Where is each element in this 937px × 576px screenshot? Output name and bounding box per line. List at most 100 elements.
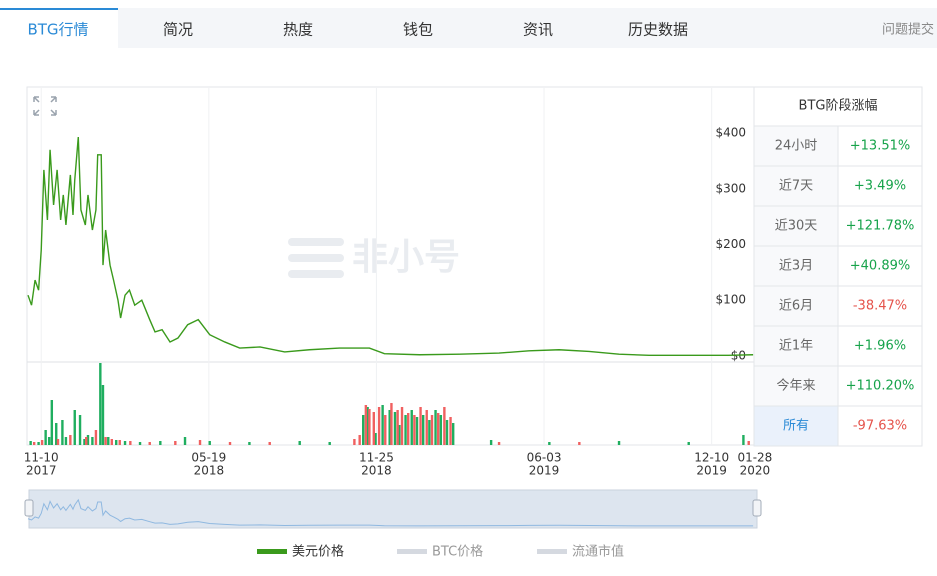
row-value: +3.49% <box>854 179 906 194</box>
volume-bar <box>430 415 434 445</box>
feedback-link[interactable]: 问题提交 <box>882 22 934 38</box>
row-label-cell <box>753 365 839 407</box>
legend-label[interactable]: 流通市值 <box>572 544 624 560</box>
volume-bar <box>174 441 177 445</box>
row-value: +121.78% <box>846 219 915 234</box>
volume-bar <box>183 437 187 445</box>
row-value-cell <box>837 365 923 407</box>
volume-bar <box>353 439 356 445</box>
volume-bar <box>413 415 416 445</box>
volume-bar <box>268 442 271 445</box>
x-tick-label: 06-03 <box>527 451 562 465</box>
navigator <box>28 489 758 529</box>
tab[interactable]: 简况 <box>163 21 193 39</box>
volume-bar <box>138 442 142 445</box>
legend-label[interactable]: 美元价格 <box>292 544 344 560</box>
volume-bar <box>687 442 690 445</box>
volume-bar <box>29 441 32 445</box>
watermark: 非小号 <box>352 237 460 278</box>
volume-bar <box>83 439 86 445</box>
volume-bar <box>421 415 425 445</box>
y-tick-label: $300 <box>715 181 746 195</box>
row-label[interactable]: 近30天 <box>775 219 818 234</box>
tab-active-bg <box>0 8 118 48</box>
y-tick-label: $400 <box>715 126 746 140</box>
volume-bar <box>419 407 422 445</box>
volume-bar <box>101 385 105 445</box>
row-label[interactable]: 近1年 <box>779 339 813 354</box>
tab-active-bar <box>0 8 118 10</box>
volume-bar <box>228 442 232 445</box>
volume-bar <box>91 437 94 445</box>
volume-bar <box>410 410 413 445</box>
tab[interactable]: 热度 <box>283 21 313 39</box>
volume-bar <box>118 440 121 445</box>
volume-bar <box>436 413 440 445</box>
volume-bar <box>362 415 365 445</box>
y-tick-label: $100 <box>715 293 746 307</box>
row-label[interactable]: 24小时 <box>775 139 818 154</box>
volume-bar <box>55 423 58 445</box>
volume-bar <box>37 442 40 445</box>
price-line <box>27 136 754 357</box>
volume-bar <box>439 415 443 445</box>
tab[interactable]: BTG行情 <box>27 21 88 39</box>
x-tick-year: 2020 <box>740 464 771 478</box>
row-label[interactable]: 今年来 <box>776 378 815 394</box>
row-label-cell <box>753 285 839 327</box>
y-tick-label: $200 <box>715 237 746 251</box>
volume-bar <box>398 425 401 445</box>
volume-bar <box>393 412 397 445</box>
row-label[interactable]: 所有 <box>783 419 809 434</box>
row-value-cell <box>837 405 923 447</box>
legend-swatch[interactable] <box>537 549 567 554</box>
volume-bar <box>298 441 301 445</box>
legend-swatch[interactable] <box>257 549 287 554</box>
tab-bar <box>0 8 937 48</box>
volume-bar <box>428 420 431 445</box>
volume-bar <box>328 442 331 445</box>
navigator-handle[interactable] <box>24 499 34 517</box>
volume-bar <box>358 435 361 445</box>
volume-bar <box>434 410 437 445</box>
row-value: -97.63% <box>853 419 907 434</box>
volume-bar <box>129 441 132 445</box>
legend-label[interactable]: BTC价格 <box>432 544 483 560</box>
row-label[interactable]: 近7天 <box>779 179 813 194</box>
volume-bar <box>374 433 377 445</box>
volume-bar <box>159 441 162 445</box>
row-label[interactable]: 近3月 <box>779 259 813 274</box>
volume-bar <box>32 442 36 445</box>
x-tick-label: 05-19 <box>191 451 226 465</box>
navigator-handle[interactable] <box>752 499 762 517</box>
volume-bar <box>445 420 449 445</box>
volume-bar <box>384 415 387 445</box>
navigator-line <box>27 498 754 527</box>
volume-bar <box>208 441 211 445</box>
tab[interactable]: 资讯 <box>523 21 553 39</box>
tab[interactable]: 历史数据 <box>628 21 688 39</box>
row-value: +110.20% <box>846 379 915 394</box>
row-label[interactable]: 近6月 <box>779 299 813 314</box>
x-tick-label: 11-10 <box>24 451 59 465</box>
volume-bar <box>94 430 98 445</box>
volume-bar <box>198 440 202 445</box>
volume-bar <box>377 407 381 445</box>
volume-bar <box>115 440 118 445</box>
x-tick-year: 2018 <box>361 464 392 478</box>
volume-bar <box>390 403 393 445</box>
row-label-cell <box>753 205 839 247</box>
volume-bar <box>407 413 410 445</box>
volume-bar <box>368 409 371 445</box>
volume-bar <box>451 423 455 445</box>
row-value-cell <box>837 205 923 247</box>
volume-bar <box>364 405 368 445</box>
tab[interactable]: 钱包 <box>403 21 433 39</box>
table-title: BTG阶段涨幅 <box>799 99 878 114</box>
volume-bar <box>47 437 51 445</box>
x-tick-year: 2017 <box>26 464 57 478</box>
row-label-cell <box>753 245 839 287</box>
volume-bar <box>85 437 88 445</box>
legend-swatch[interactable] <box>397 549 427 554</box>
